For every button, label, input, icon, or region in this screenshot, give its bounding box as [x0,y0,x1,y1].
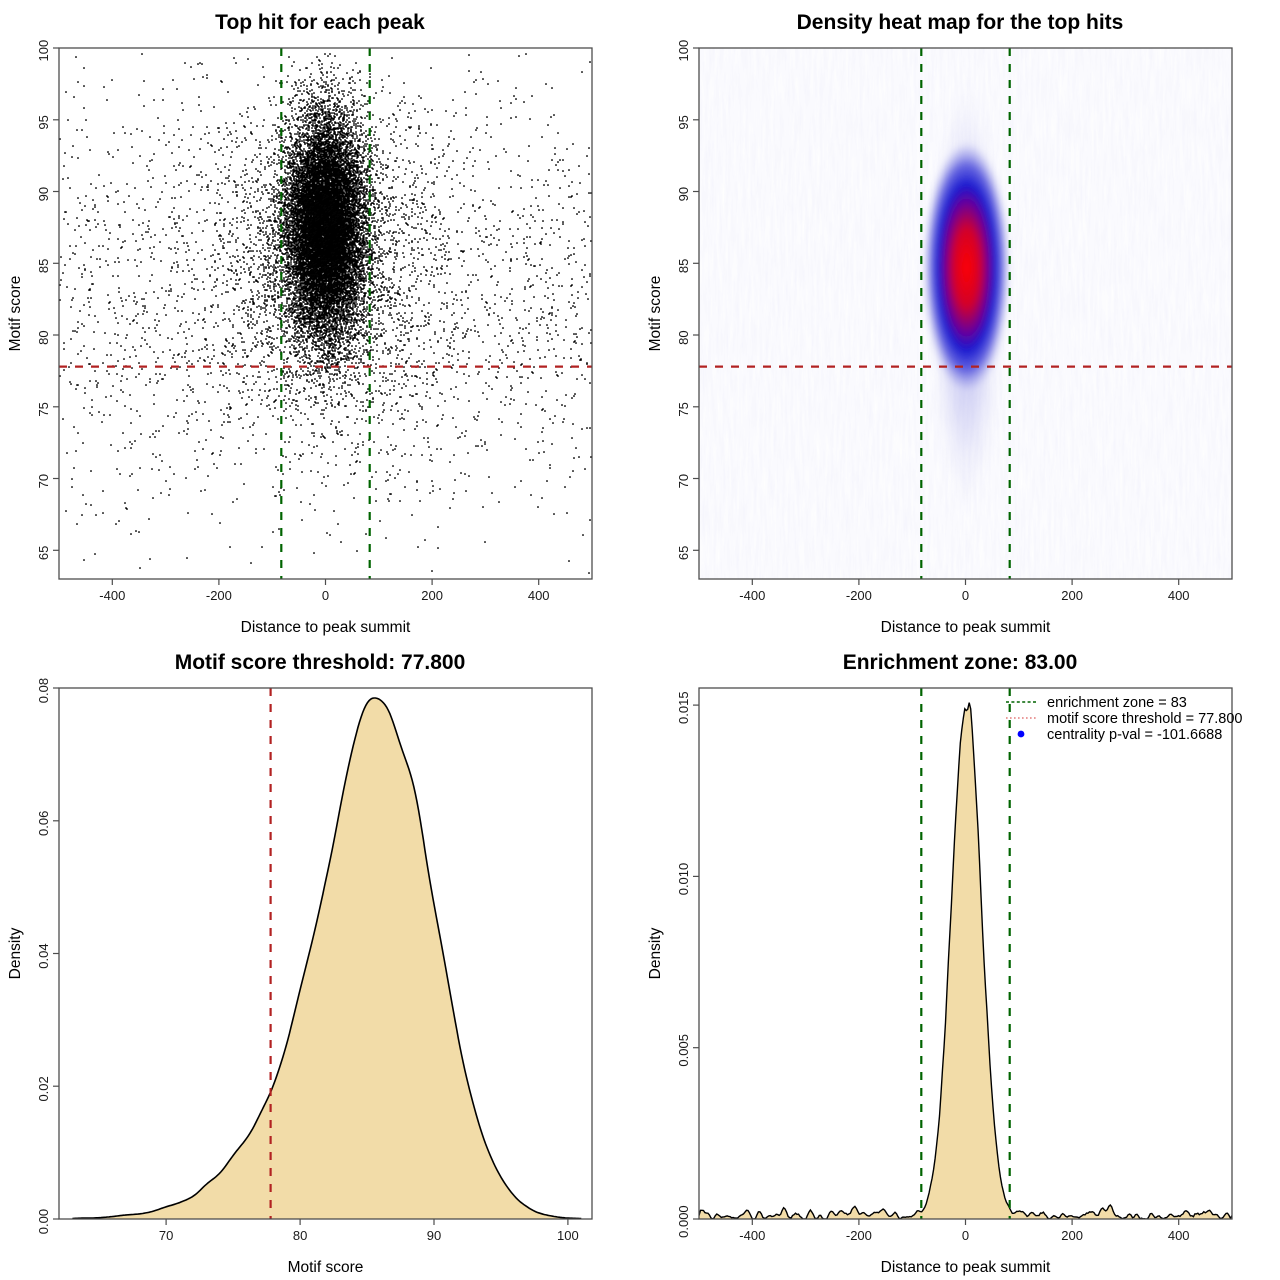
svg-text:75: 75 [36,402,51,416]
svg-text:80: 80 [293,1228,307,1243]
svg-text:Motif score: Motif score [647,276,664,352]
svg-text:Distance to peak summit: Distance to peak summit [241,619,411,636]
svg-text:motif score threshold = 77.800: motif score threshold = 77.800 [1047,711,1242,727]
svg-text:100: 100 [557,1228,579,1243]
svg-text:95: 95 [676,115,691,129]
svg-text:0.010: 0.010 [676,863,691,896]
svg-text:0: 0 [962,1228,969,1243]
svg-text:0.000: 0.000 [676,1205,691,1238]
svg-text:400: 400 [1168,588,1190,603]
svg-text:0.015: 0.015 [676,691,691,724]
svg-text:0.08: 0.08 [36,678,51,703]
svg-text:-400: -400 [739,588,765,603]
svg-text:-200: -200 [206,588,232,603]
svg-text:Motif score: Motif score [7,276,24,352]
svg-text:200: 200 [1061,588,1083,603]
svg-text:centrality p-val = -101.6688: centrality p-val = -101.6688 [1047,727,1222,743]
svg-text:Motif score: Motif score [288,1259,364,1276]
svg-text:400: 400 [528,588,550,603]
svg-text:0.02: 0.02 [36,1076,51,1101]
svg-text:85: 85 [676,259,691,273]
svg-text:0.005: 0.005 [676,1034,691,1067]
svg-text:0: 0 [962,588,969,603]
svg-text:-400: -400 [99,588,125,603]
svg-text:200: 200 [1061,1228,1083,1243]
svg-text:95: 95 [36,115,51,129]
svg-text:0.06: 0.06 [36,811,51,836]
svg-text:90: 90 [36,187,51,201]
svg-text:80: 80 [676,330,691,344]
svg-text:65: 65 [36,546,51,560]
svg-text:enrichment zone = 83: enrichment zone = 83 [1047,695,1187,711]
svg-text:90: 90 [676,187,691,201]
svg-text:Distance to peak summit: Distance to peak summit [881,619,1051,636]
svg-text:80: 80 [36,330,51,344]
svg-text:90: 90 [427,1228,441,1243]
svg-text:Density: Density [7,927,24,979]
svg-text:-200: -200 [846,1228,872,1243]
svg-text:-400: -400 [739,1228,765,1243]
svg-text:65: 65 [676,546,691,560]
svg-text:0.00: 0.00 [36,1209,51,1234]
svg-text:70: 70 [159,1228,173,1243]
svg-text:100: 100 [36,40,51,62]
svg-text:70: 70 [36,474,51,488]
svg-text:400: 400 [1168,1228,1190,1243]
svg-text:70: 70 [676,474,691,488]
svg-text:200: 200 [421,588,443,603]
svg-text:-200: -200 [846,588,872,603]
svg-text:0.04: 0.04 [36,943,51,968]
svg-text:100: 100 [676,40,691,62]
svg-text:75: 75 [676,402,691,416]
svg-text:Density: Density [647,927,664,979]
svg-text:Distance to peak summit: Distance to peak summit [881,1259,1051,1276]
svg-text:85: 85 [36,259,51,273]
svg-text:0: 0 [322,588,329,603]
